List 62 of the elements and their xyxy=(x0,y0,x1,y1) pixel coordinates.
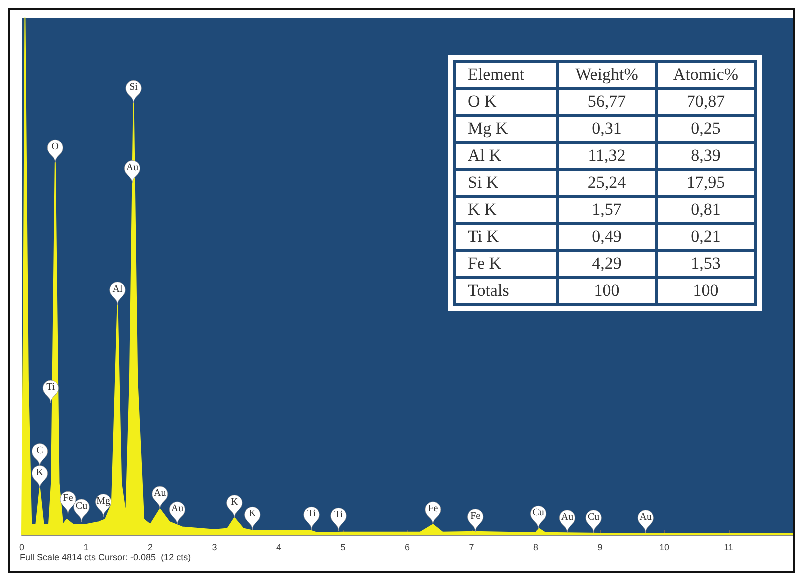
annotation: Cu xyxy=(532,508,544,519)
annotation: Au xyxy=(154,488,166,500)
x-tick-label: 1 xyxy=(84,542,89,552)
data-label: 70,87 xyxy=(658,90,754,114)
annotation: Fe xyxy=(470,510,482,522)
text: Full Scale 4814 cts Cursor: -0.085 (12 cts) xyxy=(20,552,192,562)
legend-title: Element xyxy=(456,63,556,87)
data-label: 100 xyxy=(658,279,754,303)
category-label: Fe K xyxy=(456,252,556,276)
category-label: K K xyxy=(456,198,556,222)
x-tick-label: 3 xyxy=(212,542,218,552)
annotation: Fe xyxy=(428,504,439,515)
data-label: 1,53 xyxy=(658,252,754,276)
x-tick-label: 7 xyxy=(469,542,474,552)
category-label: Si K xyxy=(456,171,556,195)
annotation: K xyxy=(249,508,258,520)
x-tick-label: 9 xyxy=(598,542,603,552)
annotation: Ti xyxy=(46,382,56,394)
x-tick-label: 8 xyxy=(533,542,539,552)
annotation: Fe xyxy=(63,493,74,504)
data-label: 56,77 xyxy=(559,90,655,114)
series-label: Atomic% xyxy=(658,63,754,87)
category-label: Ti K xyxy=(456,225,556,249)
category-label: Mg K xyxy=(456,117,556,141)
annotation: Au xyxy=(126,162,139,174)
annotation: K xyxy=(36,467,44,478)
x-tick-label: 2 xyxy=(148,542,154,552)
data-label: 1,57 xyxy=(559,198,655,222)
annotation: Cu xyxy=(76,500,88,512)
annotation: Au xyxy=(561,512,574,523)
annotation: Si xyxy=(130,82,138,94)
annotation: Ti xyxy=(307,508,316,520)
x-tick-label: 11 xyxy=(724,542,734,552)
data-label: 0,25 xyxy=(658,117,754,141)
annotation: Ti xyxy=(334,510,344,521)
data-label: 0,49 xyxy=(559,225,655,249)
x-tick-label: 6 xyxy=(404,542,410,552)
data-label: 4,29 xyxy=(559,252,655,276)
annotation: Mg xyxy=(96,496,111,507)
category-label: O K xyxy=(456,90,556,114)
annotation: O xyxy=(52,142,60,153)
annotation: Au xyxy=(640,512,652,523)
data-label: 25,24 xyxy=(559,171,655,195)
annotation: K xyxy=(231,496,240,508)
x-tick-label: 4 xyxy=(276,542,282,552)
x-tick-label: 10 xyxy=(659,542,670,552)
data-label: 8,39 xyxy=(658,144,754,168)
annotation: Cu xyxy=(588,512,600,523)
data-label: 0,81 xyxy=(658,198,754,222)
data-label: 100 xyxy=(559,279,655,303)
category-label: Al K xyxy=(456,144,556,168)
data-label: 17,95 xyxy=(658,171,754,195)
category-label: Totals xyxy=(456,279,556,303)
x-tick-label: 0 xyxy=(19,542,25,552)
data-label: 0,31 xyxy=(559,117,655,141)
series-label: Weight% xyxy=(559,63,655,87)
data-label: 0,21 xyxy=(658,225,754,249)
x-tick-label: 5 xyxy=(340,542,346,552)
annotation: Au xyxy=(171,504,184,515)
annotation: C xyxy=(36,445,44,456)
data-label: 11,32 xyxy=(559,144,655,168)
annotation: Al xyxy=(112,284,123,295)
